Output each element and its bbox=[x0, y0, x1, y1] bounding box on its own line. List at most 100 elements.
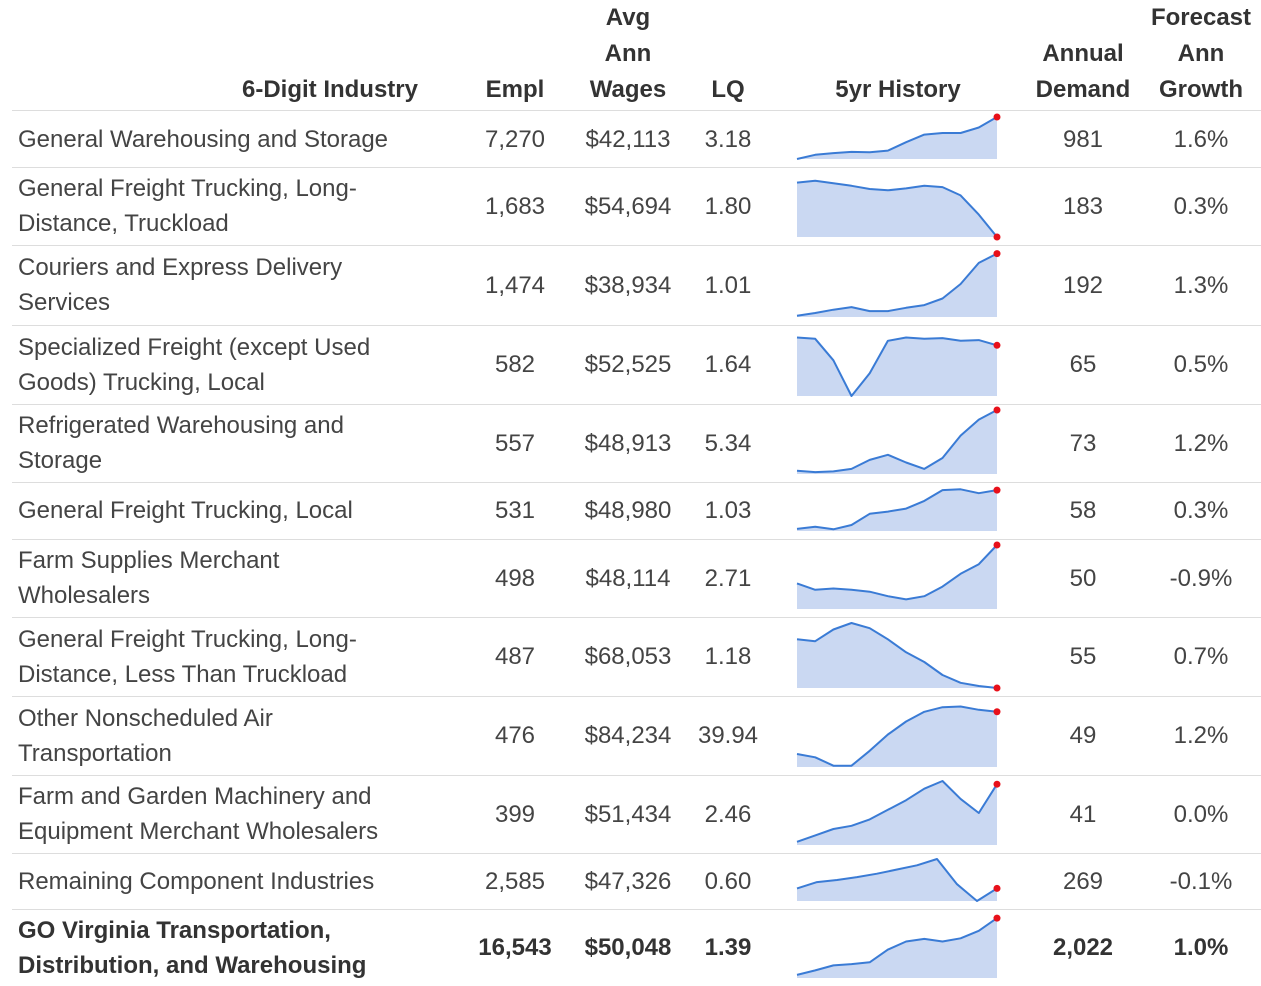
lq-cell: 5.34 bbox=[704, 429, 752, 457]
industry-cell: GO Virginia Transportation, Distribution… bbox=[18, 916, 367, 979]
empl-cell: 531 bbox=[494, 497, 536, 524]
sparkline-line bbox=[796, 409, 998, 474]
growth-cell: -0.1% bbox=[1169, 867, 1233, 895]
sparkline-end-dot bbox=[993, 113, 1001, 121]
industry-cell: General Freight Trucking, Long-Distance,… bbox=[18, 175, 357, 237]
demand-cell: 55 bbox=[1069, 643, 1097, 670]
sparkline-area bbox=[797, 859, 997, 901]
sparkline-line bbox=[796, 917, 998, 976]
separator bbox=[12, 482, 1261, 483]
demand-cell: 73 bbox=[1069, 429, 1097, 457]
separator bbox=[12, 325, 1261, 326]
separator bbox=[12, 167, 1261, 168]
sparkline-end-dot bbox=[993, 541, 1001, 549]
growth-cell: 1.3% bbox=[1173, 271, 1229, 299]
growth-cell: 0.3% bbox=[1173, 497, 1229, 524]
empl-cell: 16,543 bbox=[478, 934, 552, 961]
wages-cell: $54,694 bbox=[584, 192, 672, 220]
sparkline-area bbox=[797, 410, 997, 474]
separator bbox=[12, 617, 1261, 618]
sparkline-end-dot bbox=[993, 914, 1001, 922]
demand-cell: 41 bbox=[1069, 800, 1097, 828]
demand-cell: 50 bbox=[1069, 564, 1097, 592]
separator bbox=[12, 775, 1261, 776]
sparkline-end-dot bbox=[993, 486, 1001, 494]
sparkline-area bbox=[797, 781, 997, 845]
wages-cell: $48,980 bbox=[584, 497, 672, 524]
industry-cell: Refrigerated Warehousing and Storage bbox=[18, 412, 344, 474]
growth-cell: 1.0% bbox=[1173, 934, 1229, 961]
empl-cell: 487 bbox=[494, 643, 536, 670]
sparkline-area bbox=[797, 253, 997, 317]
sparkline-line bbox=[796, 705, 998, 767]
lq-cell: 1.18 bbox=[704, 643, 752, 670]
header-cell: Annual Demand bbox=[1035, 40, 1131, 103]
separator bbox=[12, 696, 1261, 697]
wages-cell: $52,525 bbox=[584, 351, 672, 378]
header-cell: LQ bbox=[711, 76, 745, 103]
sparkline-end-dot bbox=[993, 233, 1001, 241]
demand-cell: 49 bbox=[1069, 722, 1097, 749]
industry-cell: Couriers and Express Delivery Services bbox=[18, 254, 343, 316]
demand-cell: 2,022 bbox=[1052, 934, 1114, 961]
lq-cell: 2.71 bbox=[704, 564, 752, 592]
empl-cell: 1,683 bbox=[484, 192, 546, 220]
sparkline-end-dot bbox=[993, 684, 1001, 692]
sparkline-end-dot bbox=[993, 406, 1001, 414]
sparkline-area bbox=[797, 623, 997, 688]
sparkline-area bbox=[797, 706, 997, 767]
growth-cell: 1.2% bbox=[1173, 429, 1229, 457]
industry-cell: General Freight Trucking, Local bbox=[18, 497, 353, 524]
lq-cell: 1.64 bbox=[704, 351, 752, 378]
sparkline-line bbox=[796, 488, 998, 531]
empl-cell: 498 bbox=[494, 564, 536, 592]
sparkline-line bbox=[796, 544, 998, 601]
empl-cell: 1,474 bbox=[484, 271, 546, 299]
growth-cell: 0.3% bbox=[1173, 192, 1229, 220]
lq-cell: 1.01 bbox=[704, 271, 752, 299]
separator bbox=[12, 909, 1261, 910]
header-cell: 6-Digit Industry bbox=[241, 76, 418, 103]
industry-cell: General Freight Trucking, Long-Distance,… bbox=[18, 625, 357, 688]
growth-cell: 0.0% bbox=[1173, 800, 1229, 828]
wages-cell: $51,434 bbox=[584, 800, 672, 828]
separator bbox=[12, 853, 1261, 854]
wages-cell: $42,113 bbox=[585, 125, 671, 153]
sparkline-line bbox=[796, 179, 998, 238]
industry-cell: Farm Supplies Merchant Wholesalers bbox=[18, 547, 280, 609]
sparkline-area bbox=[797, 117, 997, 159]
wages-cell: $68,053 bbox=[584, 643, 672, 670]
growth-cell: 1.6% bbox=[1173, 125, 1229, 153]
demand-cell: 192 bbox=[1062, 271, 1104, 299]
empl-cell: 557 bbox=[494, 429, 536, 457]
lq-cell: 2.46 bbox=[704, 800, 752, 828]
empl-cell: 2,585 bbox=[484, 867, 546, 895]
sparkline-area bbox=[797, 337, 997, 396]
separator bbox=[12, 404, 1261, 405]
sparkline-end-dot bbox=[993, 708, 1001, 716]
sparkline-line bbox=[796, 116, 998, 160]
sparkline-end-dot bbox=[993, 780, 1001, 788]
lq-cell: 1.80 bbox=[704, 192, 752, 220]
growth-cell: 1.2% bbox=[1173, 722, 1229, 749]
lq-cell: 0.60 bbox=[704, 867, 752, 895]
industry-cell: General Warehousing and Storage bbox=[18, 125, 389, 153]
sparkline-area bbox=[797, 918, 997, 978]
empl-cell: 399 bbox=[494, 800, 536, 828]
sparkline-line bbox=[796, 858, 998, 902]
industry-cell: Specialized Freight (except Used Goods) … bbox=[18, 333, 371, 396]
wages-cell: $50,048 bbox=[584, 934, 672, 961]
wages-cell: $47,326 bbox=[584, 867, 672, 895]
industry-cell: Farm and Garden Machinery and Equipment … bbox=[18, 783, 379, 845]
header-cell: Forecast Ann Growth bbox=[1150, 4, 1252, 103]
growth-cell: 0.5% bbox=[1173, 351, 1229, 378]
sparkline-line bbox=[796, 336, 998, 397]
sparkline-end-dot bbox=[993, 884, 1001, 892]
